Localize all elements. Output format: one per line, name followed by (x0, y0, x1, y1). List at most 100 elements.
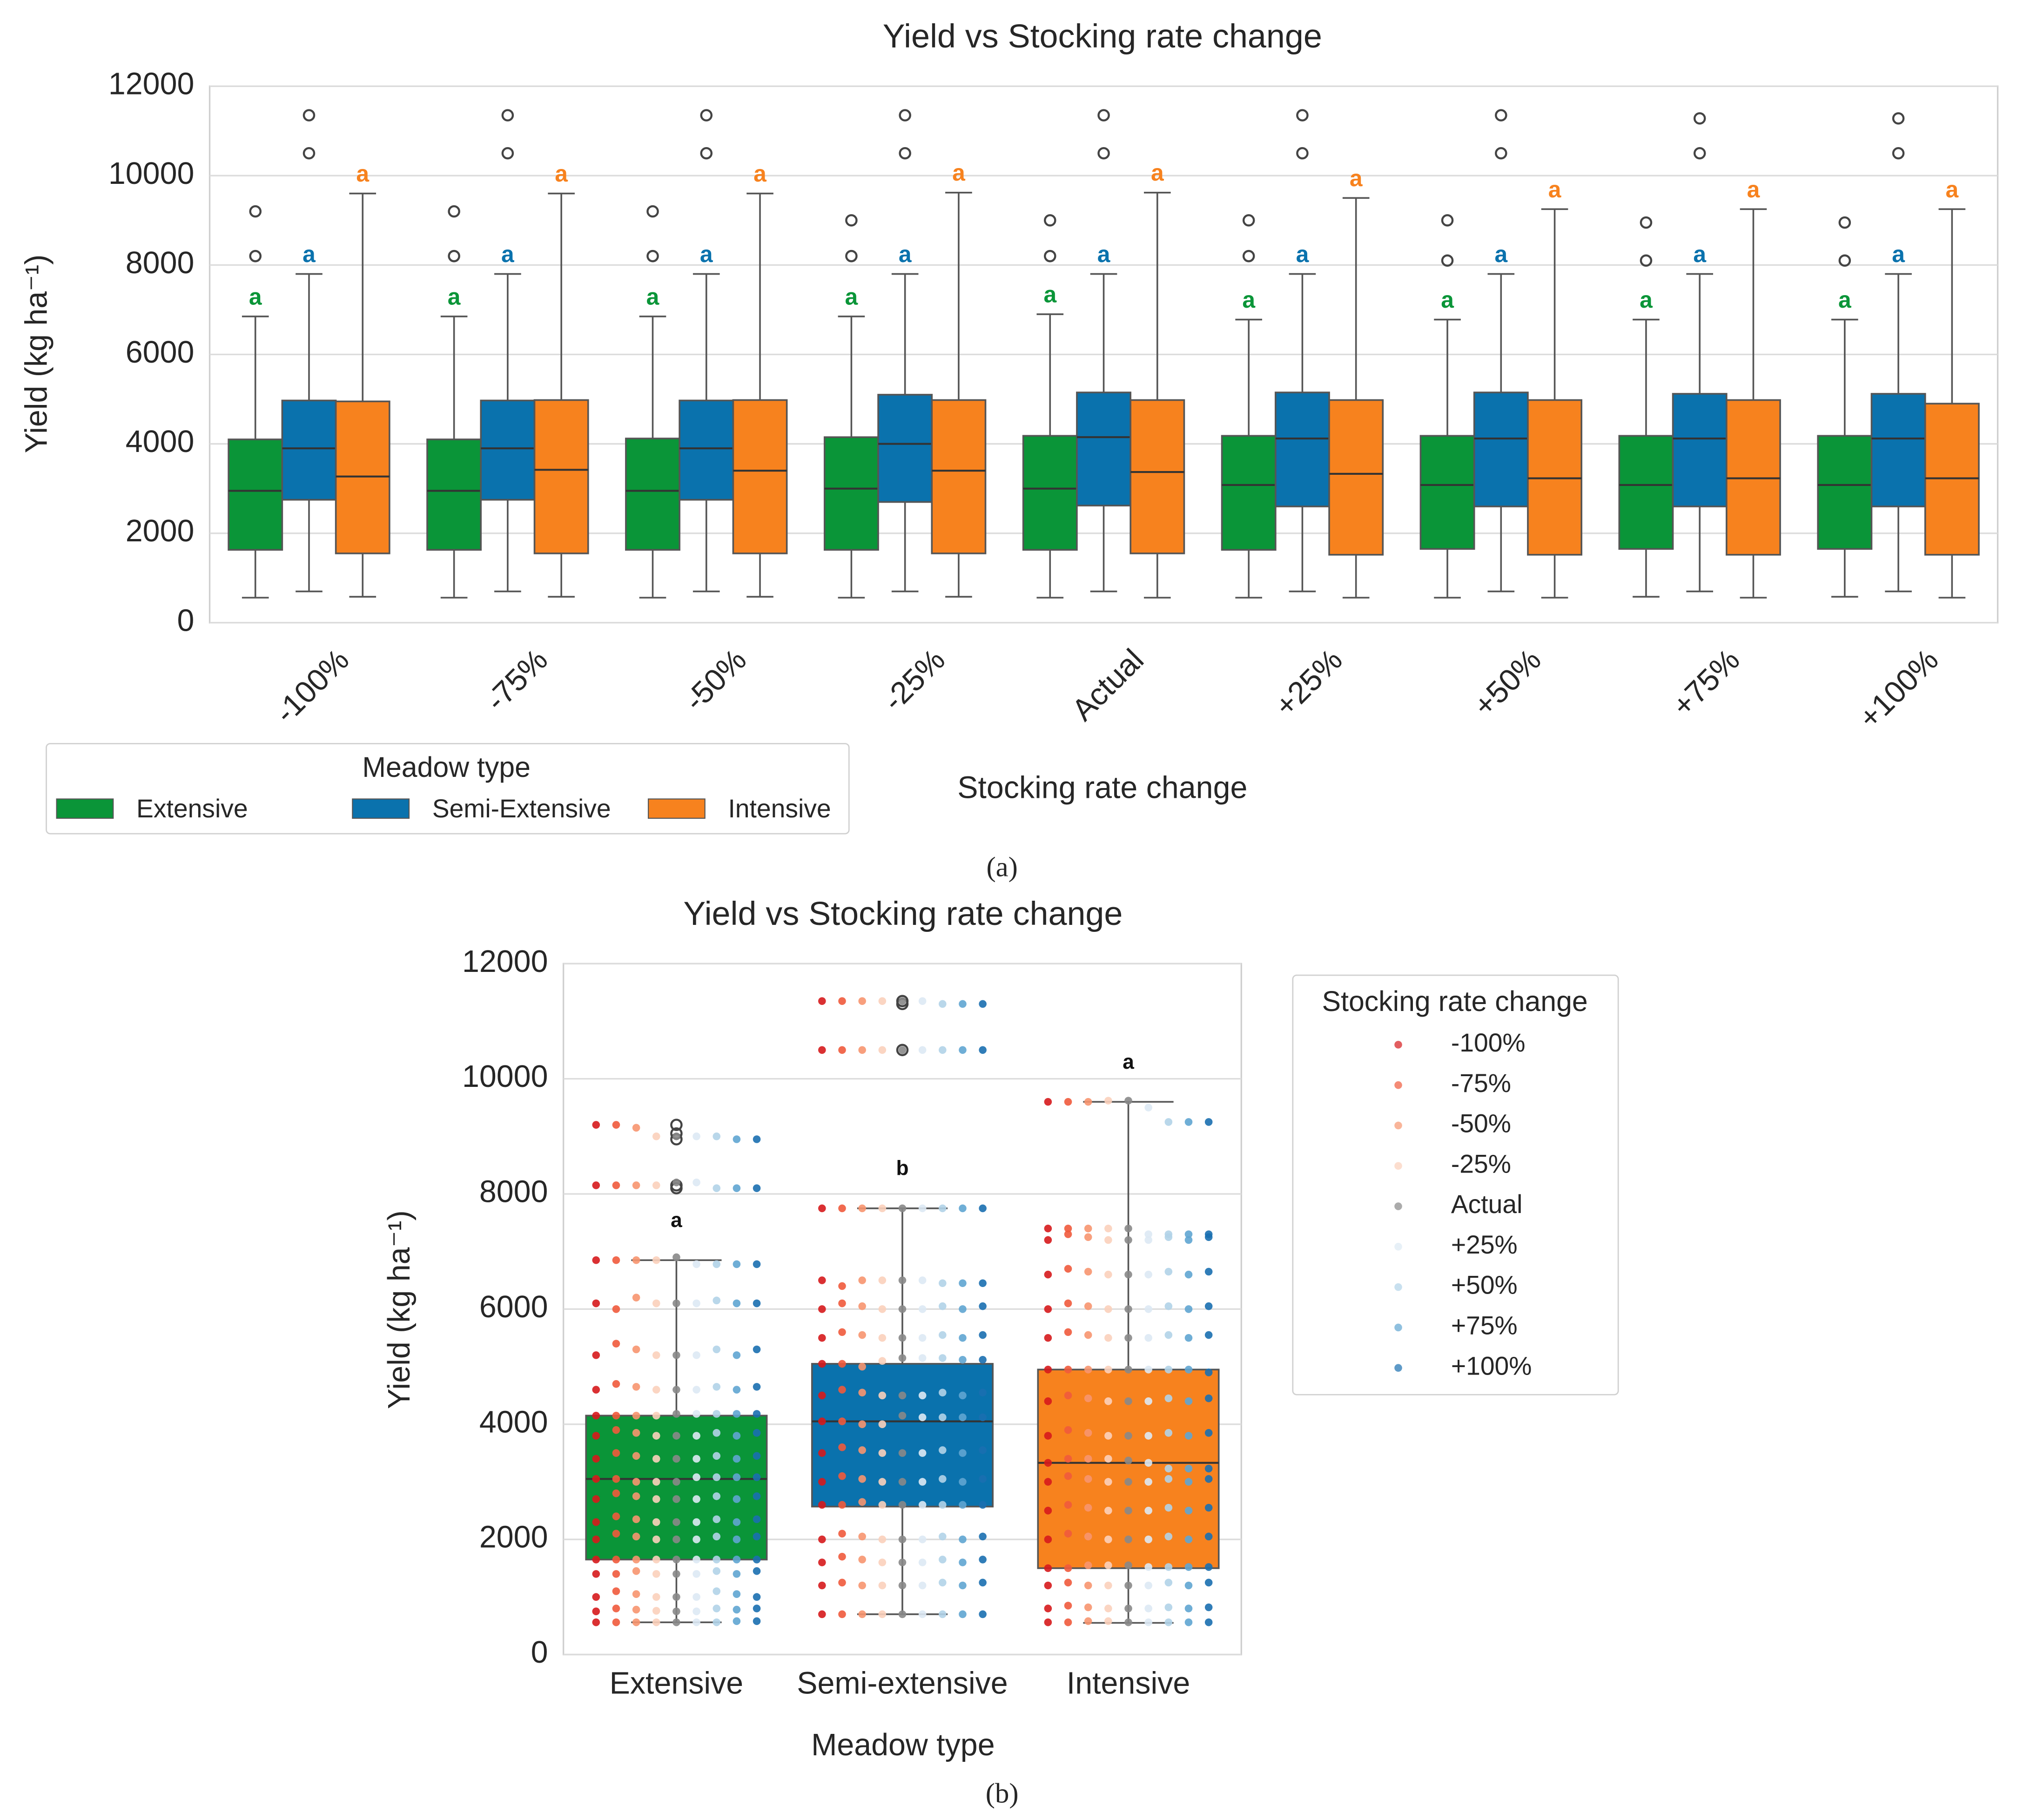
outlier (1441, 214, 1454, 227)
box (679, 399, 734, 501)
strip-point (918, 1305, 927, 1313)
box (480, 399, 536, 501)
box (1221, 435, 1277, 551)
y-tick-label: 0 (531, 1635, 548, 1670)
strip-point (1084, 1503, 1092, 1512)
significance-letter: a (1946, 176, 1959, 202)
strip-point (959, 1391, 967, 1400)
strip-point (918, 1354, 927, 1362)
y-tick-label: 0 (177, 603, 194, 638)
strip-point (1184, 1581, 1193, 1590)
strip-point (672, 1351, 680, 1359)
strip-point (1104, 1305, 1112, 1313)
strip-point (979, 1355, 987, 1364)
strip-point (1204, 1475, 1213, 1483)
strip-point (1144, 1535, 1152, 1544)
strip-point (898, 1411, 907, 1420)
strip-point (1164, 1532, 1173, 1541)
strip-point (632, 1294, 640, 1301)
legend-label: Actual (1451, 1190, 1523, 1219)
strip-point (652, 1432, 660, 1440)
legend-label: -50% (1451, 1109, 1511, 1138)
strip-point (713, 1452, 721, 1460)
strip-point (898, 1501, 907, 1509)
strip-point (818, 1334, 826, 1342)
strip-point (1124, 1305, 1132, 1313)
strip-point (959, 1279, 967, 1287)
strip-point (938, 1279, 947, 1287)
outlier (1640, 254, 1653, 267)
strip-point (878, 1276, 887, 1284)
strip-point (1124, 1535, 1132, 1544)
strip-point (1084, 1233, 1092, 1241)
strip-point (1144, 1478, 1152, 1486)
strip-point (1184, 1305, 1193, 1313)
strip-point (959, 1334, 967, 1342)
strip-point (713, 1345, 721, 1354)
strip-point (693, 1607, 700, 1616)
outlier (899, 109, 911, 121)
box (1672, 393, 1728, 507)
strip-point (818, 1391, 826, 1400)
y-axis-label: Yield (kg ha⁻¹) (19, 255, 54, 453)
significance-letter: a (1242, 287, 1255, 313)
strip-point (693, 1260, 700, 1268)
strip-point (1064, 1472, 1072, 1480)
strip-point (838, 997, 846, 1005)
significance-letter: a (448, 283, 461, 310)
outlier (1838, 216, 1851, 229)
strip-point (733, 1184, 741, 1192)
strip-point (1144, 1459, 1152, 1467)
strip-point (592, 1299, 600, 1308)
strip-point (733, 1351, 741, 1359)
y-tick-label: 8000 (479, 1175, 548, 1209)
strip-point (838, 1386, 846, 1394)
strip-point (1104, 1581, 1112, 1590)
strip-point (612, 1305, 620, 1313)
strip-point (1084, 1224, 1092, 1233)
chart-title: Yield vs Stocking rate change (683, 895, 1123, 932)
outlier (646, 205, 659, 218)
strip-point (693, 1299, 700, 1308)
strip-point (1104, 1561, 1112, 1570)
strip-point (693, 1618, 700, 1626)
strip-point (979, 1532, 987, 1541)
strip-point (753, 1492, 761, 1500)
strip-point (1204, 1563, 1213, 1571)
strip-point (1124, 1334, 1132, 1342)
strip-point (632, 1124, 640, 1132)
strip-point (1144, 1604, 1152, 1612)
strip-point (838, 1204, 846, 1213)
strip-point (818, 1305, 826, 1313)
strip-point (1124, 1224, 1132, 1233)
outlier (700, 147, 713, 160)
strip-point (818, 997, 826, 1005)
box (228, 438, 283, 551)
strip-point (898, 1535, 907, 1544)
strip-point (612, 1570, 620, 1578)
strip-point (753, 1617, 761, 1625)
outlier (1097, 147, 1110, 160)
legend-label: -100% (1451, 1028, 1526, 1057)
legend-label: -25% (1451, 1149, 1511, 1178)
strip-point (612, 1380, 620, 1388)
outlier (1441, 254, 1454, 267)
strip-point (1104, 1535, 1112, 1544)
strip-point (1184, 1535, 1193, 1544)
box (1870, 393, 1926, 507)
strip-point (632, 1478, 640, 1486)
significance-letter: a (1123, 1051, 1134, 1073)
box (931, 399, 987, 554)
strip-point (672, 1178, 680, 1186)
strip-point (753, 1260, 761, 1268)
y-tick-label: 8000 (126, 246, 195, 280)
strip-point (592, 1386, 600, 1394)
strip-point (1144, 1236, 1152, 1244)
strip-point (713, 1429, 721, 1437)
strip-point (1064, 1530, 1072, 1538)
strip-point (838, 1328, 846, 1336)
strip-point (753, 1410, 761, 1418)
strip-point (1184, 1270, 1193, 1279)
strip-point (1204, 1532, 1213, 1541)
strip-point (592, 1256, 600, 1264)
